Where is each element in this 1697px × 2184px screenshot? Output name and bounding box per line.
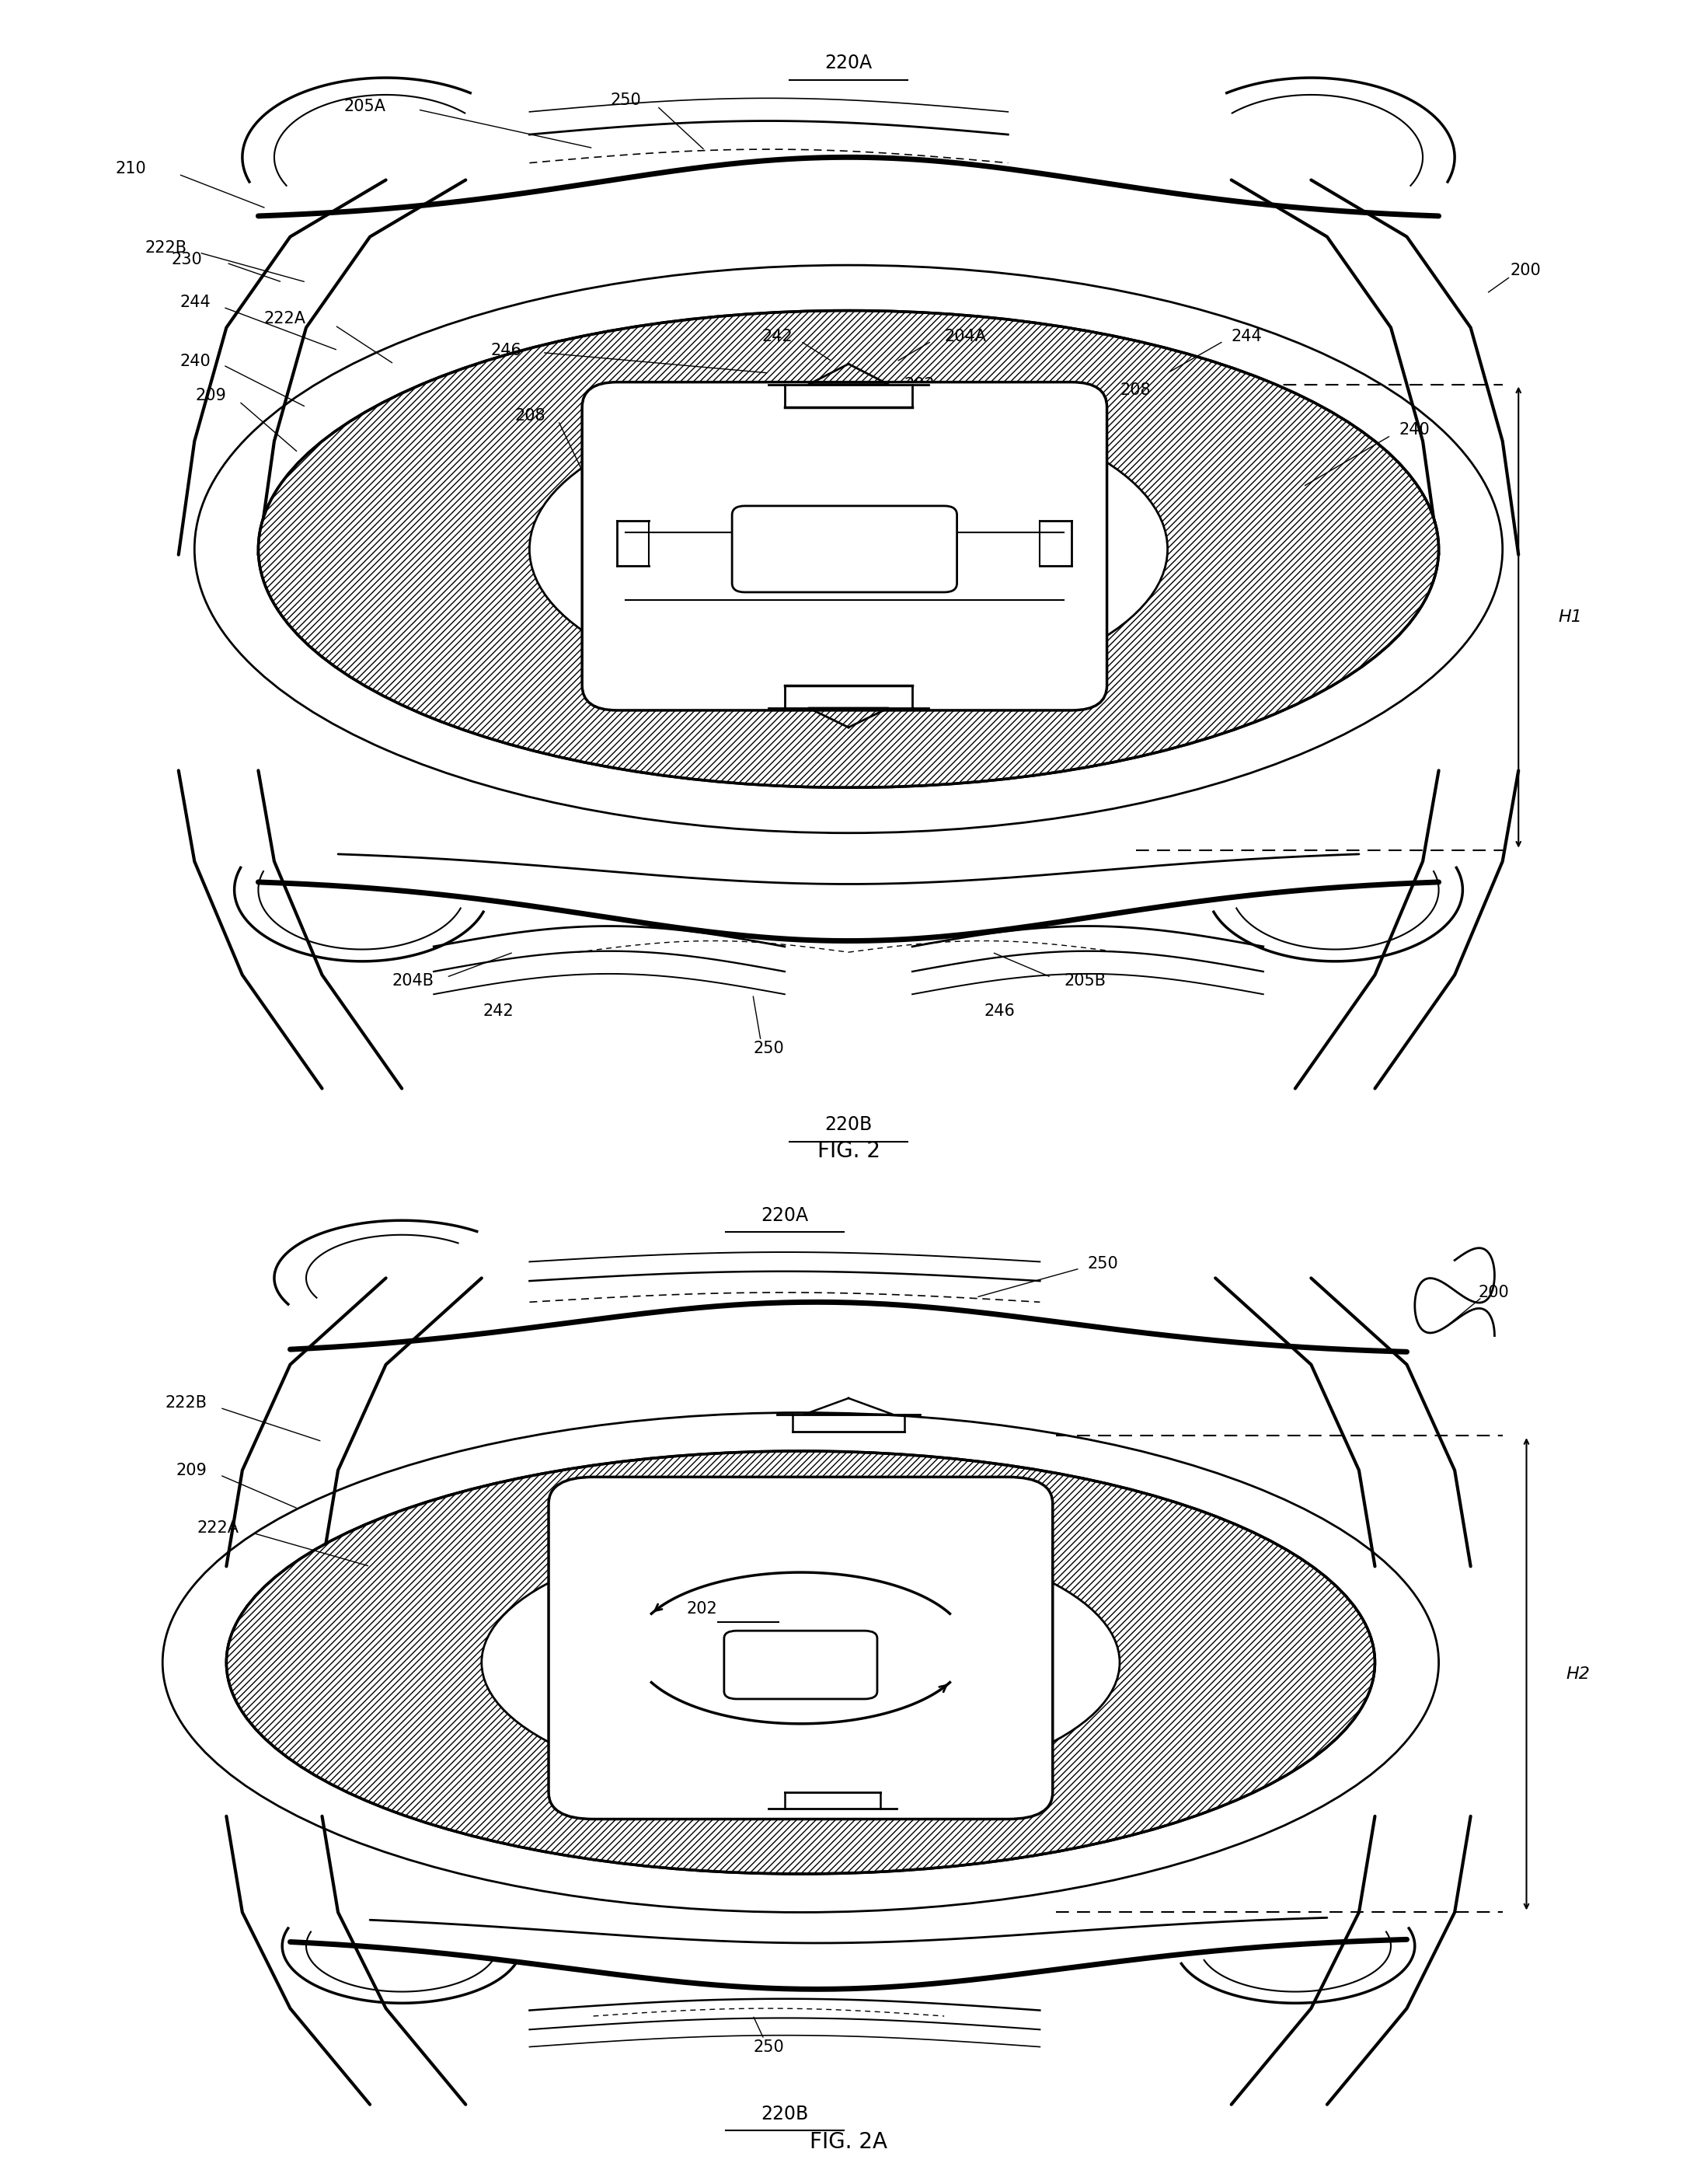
FancyBboxPatch shape <box>548 1476 1052 1819</box>
Text: 222B: 222B <box>165 1396 207 1411</box>
Text: 222B: 222B <box>144 240 187 256</box>
Text: H1: H1 <box>1558 609 1582 625</box>
Text: 209: 209 <box>176 1463 207 1479</box>
Text: 208: 208 <box>514 408 545 424</box>
Text: 242: 242 <box>482 1002 514 1020</box>
Text: 250: 250 <box>611 92 641 109</box>
Text: 240: 240 <box>180 354 210 369</box>
FancyBboxPatch shape <box>582 382 1106 710</box>
Text: 250: 250 <box>753 2040 784 2055</box>
Text: 220B: 220B <box>760 2105 808 2123</box>
Text: 250: 250 <box>1088 1256 1118 1271</box>
Ellipse shape <box>529 402 1168 697</box>
Text: 244: 244 <box>180 295 210 310</box>
Ellipse shape <box>226 1450 1375 1874</box>
Text: 209: 209 <box>195 389 226 404</box>
Text: H2: H2 <box>1566 1666 1590 1682</box>
Text: FIG. 2A: FIG. 2A <box>809 2132 888 2153</box>
Text: 220A: 220A <box>760 1206 808 1225</box>
Text: 240: 240 <box>1398 422 1431 437</box>
Text: 242: 242 <box>762 330 792 345</box>
FancyBboxPatch shape <box>725 1631 877 1699</box>
Text: 250: 250 <box>753 1042 784 1057</box>
FancyBboxPatch shape <box>731 507 957 592</box>
Text: 210: 210 <box>115 162 146 177</box>
Text: 202: 202 <box>905 378 935 393</box>
Text: 202: 202 <box>687 1601 718 1616</box>
Text: 204A: 204A <box>944 330 986 345</box>
Text: 200: 200 <box>1478 1284 1510 1299</box>
Text: 205A: 205A <box>344 98 385 114</box>
Ellipse shape <box>482 1533 1120 1793</box>
Text: 207B: 207B <box>765 511 808 526</box>
Text: 246: 246 <box>490 343 521 358</box>
Text: 222A: 222A <box>265 310 305 325</box>
Text: 220B: 220B <box>825 1116 872 1133</box>
Text: 204B: 204B <box>392 972 434 989</box>
Text: 207A: 207A <box>631 382 674 397</box>
Text: FIG. 2: FIG. 2 <box>816 1140 881 1162</box>
Ellipse shape <box>258 310 1439 788</box>
Text: 222A: 222A <box>197 1520 239 1535</box>
Text: 246: 246 <box>984 1002 1015 1020</box>
Text: 205B: 205B <box>1064 972 1106 989</box>
Text: 208: 208 <box>1120 382 1151 397</box>
Text: 230: 230 <box>171 251 202 266</box>
Text: 244: 244 <box>1232 330 1263 345</box>
Text: 201: 201 <box>565 491 596 509</box>
Text: 220A: 220A <box>825 52 872 72</box>
Text: 200: 200 <box>1510 262 1541 280</box>
